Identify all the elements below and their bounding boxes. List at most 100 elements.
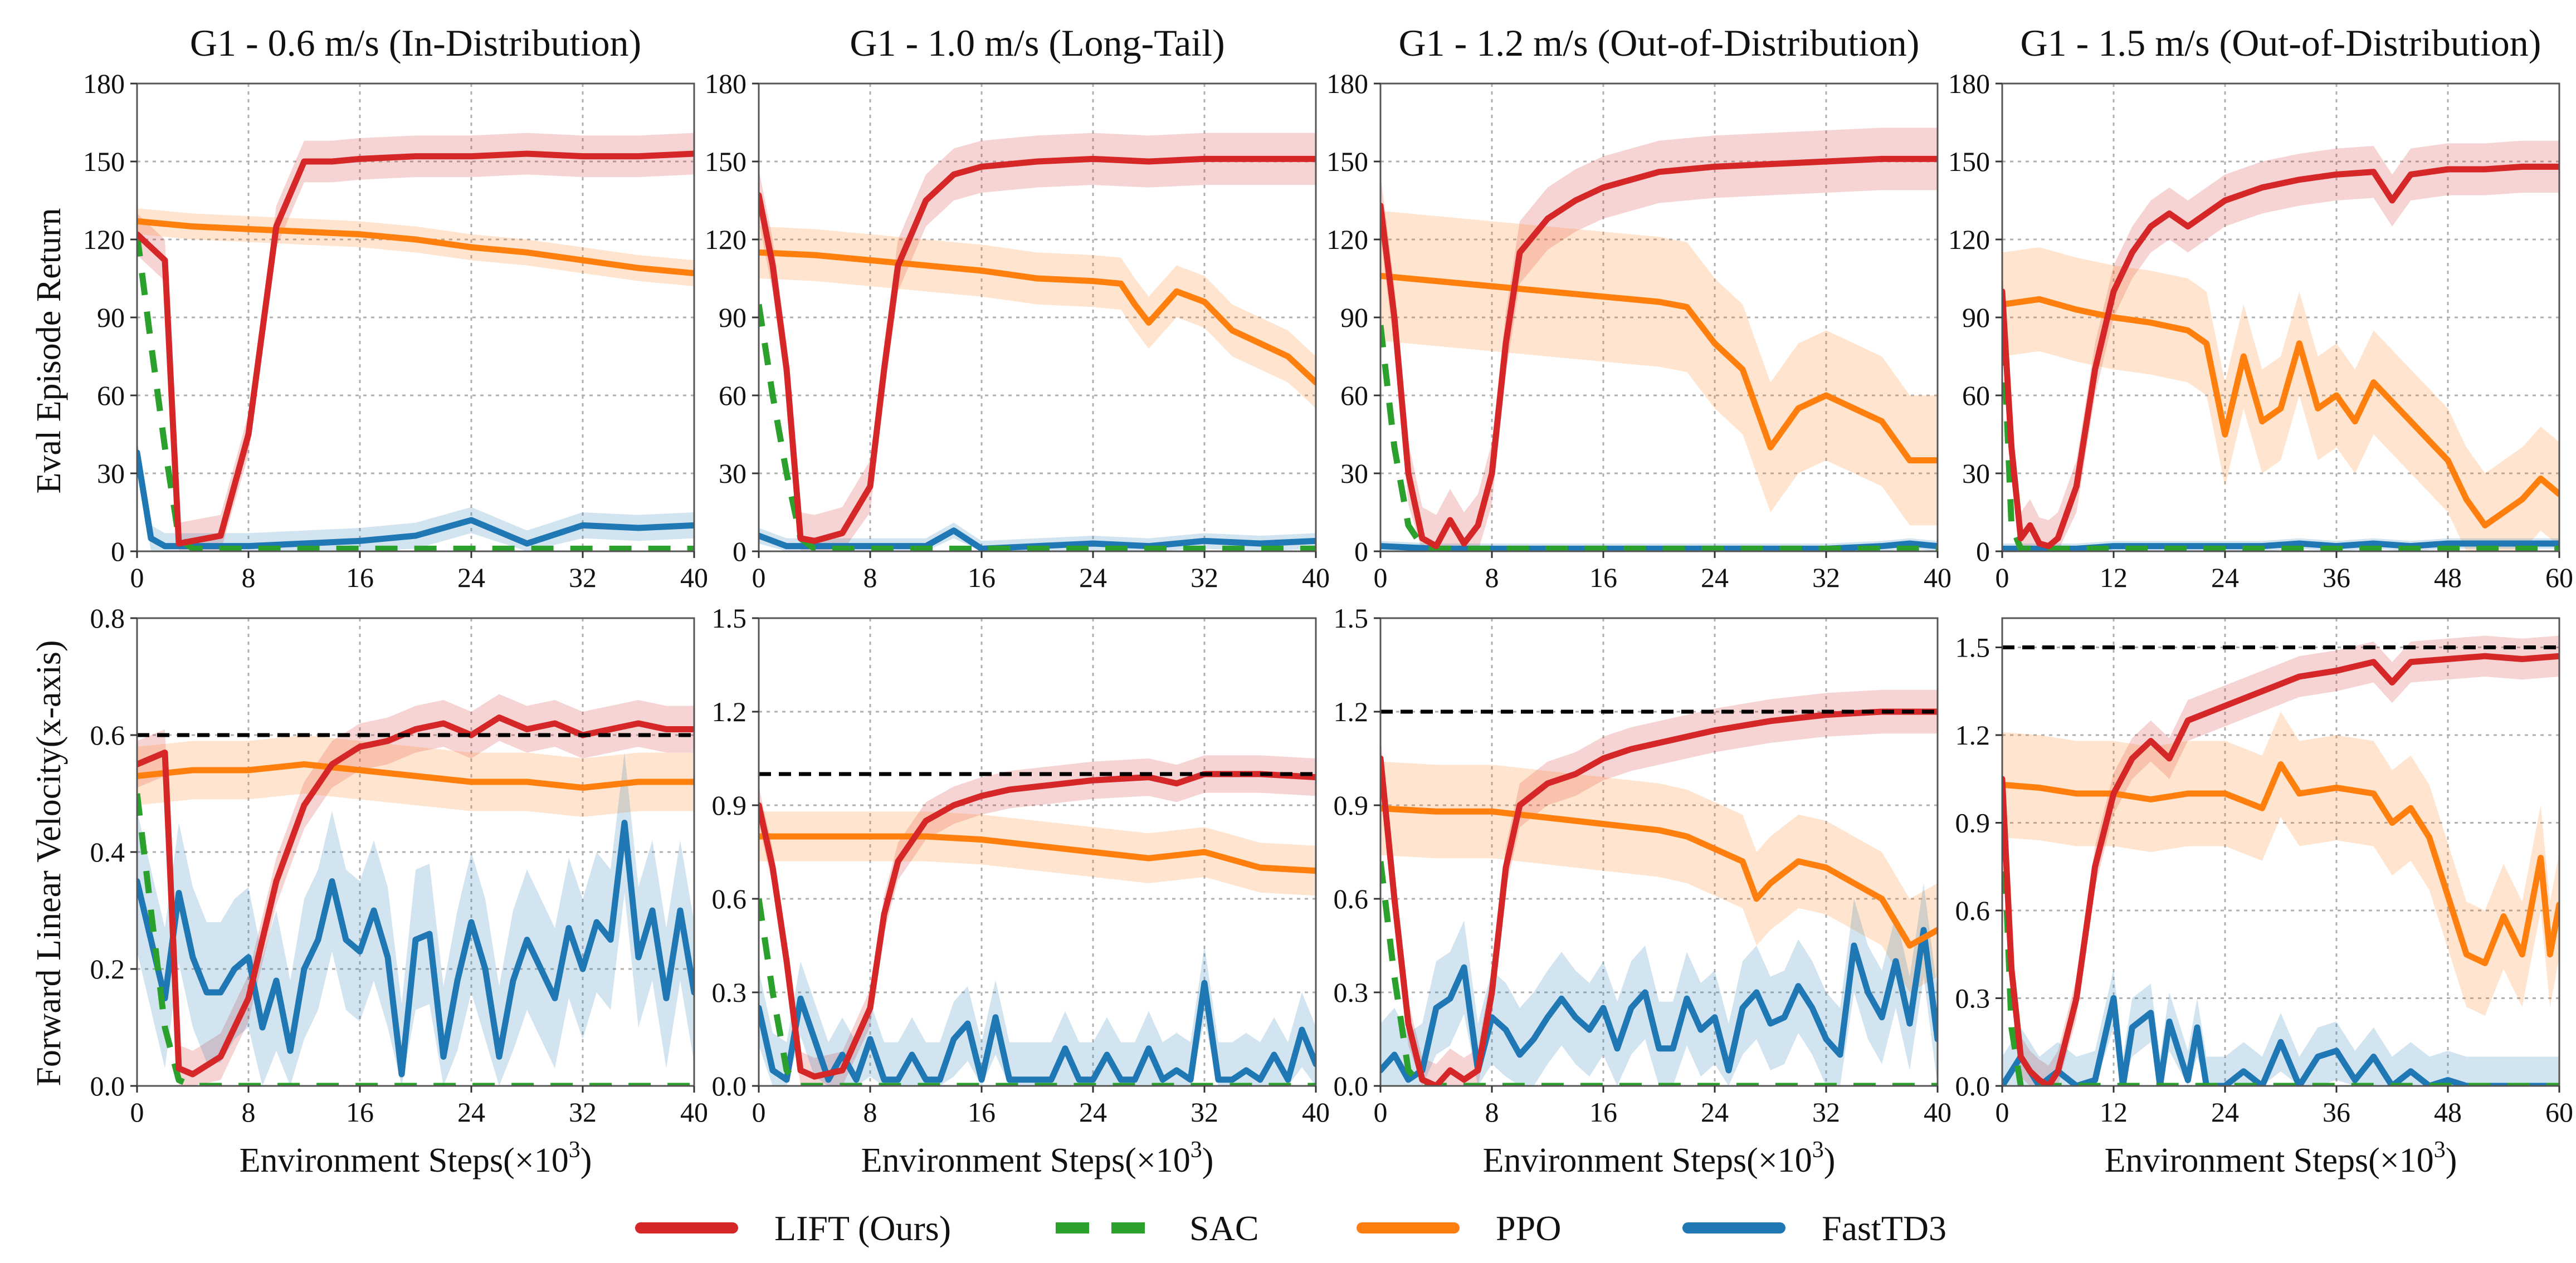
band-ppo (137, 208, 694, 286)
y-tick-label: 1.2 (1955, 719, 1990, 751)
legend-item-sac: SAC (1056, 1208, 1259, 1248)
y-tick-label: 0.6 (90, 719, 125, 751)
legend-item-fasttd3: FastTD3 (1682, 1208, 1946, 1248)
y-tick-label: 0.3 (1334, 977, 1369, 1008)
legend-label: LIFT (Ours) (774, 1208, 951, 1248)
x-tick-label: 40 (1924, 562, 1951, 593)
x-tick-label: 32 (1191, 562, 1218, 593)
y-tick-label: 180 (705, 68, 747, 99)
x-axis-label: Environment Steps(×103) (2105, 1137, 2457, 1179)
band-fasttd3 (2002, 969, 2559, 1086)
y-tick-label: 60 (1962, 380, 1990, 411)
y-tick-label: 1.2 (712, 696, 747, 727)
y-tick-label: 1.5 (1955, 632, 1990, 663)
panel-r0-c2: 0 8 16 24 32 40 0 30 60 90 120 150 180 G1 - 1.2 m/s (… (1326, 22, 1951, 593)
series-line-ppo (2002, 296, 2559, 528)
legend-label: SAC (1189, 1208, 1259, 1248)
series-line-lift-ours (1380, 155, 1938, 550)
x-tick-label: 24 (1079, 562, 1107, 593)
x-tick-label: 0 (1996, 1096, 2009, 1128)
y-tick-label: 0 (733, 536, 747, 567)
x-tick-label: 8 (863, 1096, 877, 1128)
x-tick-label: 40 (680, 562, 708, 593)
y-tick-label: 0.6 (1334, 883, 1369, 914)
x-tick-label: 8 (1485, 1096, 1499, 1128)
y-tick-label: 0.0 (712, 1070, 747, 1102)
x-tick-label: 16 (346, 1096, 374, 1128)
legend-item-lift-ours: LIFT (Ours) (635, 1208, 951, 1248)
y-tick-label: 0.6 (1955, 895, 1990, 926)
y-tick-label: 60 (719, 380, 747, 411)
series-line-lift-ours (2002, 653, 2559, 1086)
x-tick-label: 8 (242, 562, 256, 593)
band-ppo (2002, 712, 2559, 1016)
x-tick-label: 8 (863, 562, 877, 593)
y-tick-label: 0.0 (1955, 1070, 1990, 1102)
y-tick-label: 0.0 (1334, 1070, 1369, 1102)
band-fasttd3 (759, 946, 1316, 1086)
band-fasttd3 (137, 439, 694, 551)
panel-r1-c2: 0 8 16 24 32 40 0.0 0.3 0.6 0.9 1.2 1.5 Environment … (1334, 603, 1952, 1179)
series-line-ppo (137, 218, 694, 277)
x-tick-label: 24 (1701, 562, 1729, 593)
panel-title: G1 - 1.5 m/s (Out-of-Distribution) (2021, 22, 2541, 64)
band-lift-ours (759, 133, 1316, 551)
plot-area (2002, 140, 2559, 551)
y-tick-label: 150 (1948, 146, 1990, 177)
x-tick-label: 32 (1812, 562, 1840, 593)
y-tick-label: 1.2 (1334, 696, 1369, 727)
x-tick-label: 60 (2545, 562, 2573, 593)
y-tick-label: 30 (719, 458, 747, 489)
series-line-sac (759, 898, 1316, 1086)
x-tick-label: 12 (2100, 562, 2128, 593)
x-tick-label: 0 (1374, 1096, 1388, 1128)
plot-area (759, 755, 1316, 1086)
y-tick-label: 30 (97, 458, 125, 489)
y-tick-label: 90 (719, 302, 747, 333)
y-tick-label: 0.6 (712, 883, 747, 914)
legend-label: FastTD3 (1822, 1208, 1946, 1248)
series-line-fasttd3 (2002, 995, 2559, 1086)
series-line-ppo (1380, 272, 1938, 464)
x-tick-label: 32 (569, 562, 597, 593)
y-tick-label: 0 (111, 536, 125, 567)
y-tick-label: 1.5 (1334, 603, 1369, 634)
y-axis-label-top: Eval Episode Return (30, 208, 68, 493)
axes-frame (758, 617, 1317, 1087)
series-line-lift-ours (2002, 163, 2559, 550)
x-tick-label: 8 (1485, 562, 1499, 593)
x-tick-label: 36 (2323, 1096, 2350, 1128)
y-tick-label: 60 (1340, 380, 1368, 411)
y-tick-label: 150 (83, 146, 125, 177)
panel-r1-c0: 0 8 16 24 32 40 0.0 0.2 0.4 0.6 0.8 Environment Ste… (90, 603, 709, 1179)
x-tick-label: 16 (1589, 562, 1617, 593)
x-tick-label: 48 (2434, 1096, 2462, 1128)
y-tick-label: 120 (1948, 224, 1990, 255)
series-line-lift-ours (759, 771, 1316, 1080)
series-line-sac (1380, 325, 1938, 551)
x-tick-label: 16 (968, 562, 996, 593)
y-tick-label: 180 (1326, 68, 1368, 99)
axes-frame (2001, 617, 2560, 1087)
y-axis-label-bottom: Forward Linear Velocity(x-axis) (30, 640, 68, 1086)
y-tick-label: 0.3 (1955, 983, 1990, 1014)
x-tick-label: 32 (1191, 1096, 1218, 1128)
series-line-sac (2002, 793, 2559, 1086)
x-tick-label: 36 (2323, 562, 2350, 593)
y-tick-label: 0.8 (90, 603, 125, 634)
y-tick-label: 180 (83, 68, 125, 99)
y-tick-label: 0.9 (1334, 790, 1369, 821)
x-tick-label: 8 (242, 1096, 256, 1128)
y-tick-label: 30 (1340, 458, 1368, 489)
panel-r1-c1: 0 8 16 24 32 40 0.0 0.3 0.6 0.9 1.2 1.5 Environment … (712, 603, 1330, 1179)
series-line-fasttd3 (1380, 927, 1938, 1083)
x-tick-label: 0 (1374, 562, 1388, 593)
y-tick-label: 0 (1354, 536, 1368, 567)
x-tick-label: 60 (2545, 1096, 2573, 1128)
panel-r0-c0: 0 8 16 24 32 40 0 30 60 90 120 150 180 G1 - 0.6 m/s (… (83, 22, 708, 593)
x-tick-label: 24 (2211, 1096, 2239, 1128)
x-tick-label: 40 (680, 1096, 708, 1128)
x-axis-label: Environment Steps(×103) (861, 1137, 1214, 1179)
series-line-lift-ours (1380, 708, 1938, 1086)
